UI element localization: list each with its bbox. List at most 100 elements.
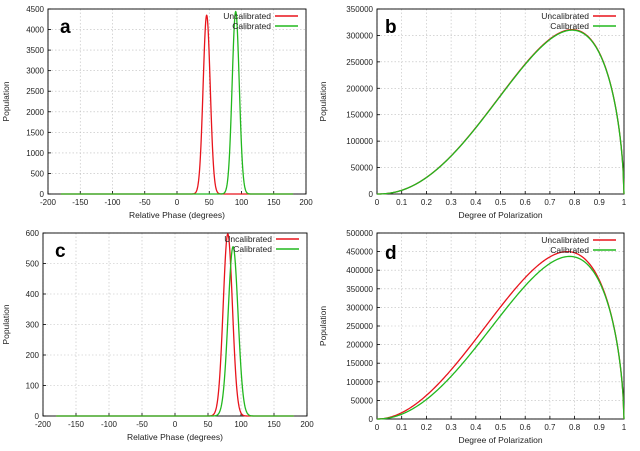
legend-label-uncalibrated: Uncalibrated — [223, 11, 271, 21]
x-tick-label: -150 — [72, 198, 89, 207]
y-tick-label: 250000 — [346, 322, 373, 331]
chart-panel-a: -200 -150 -100 -50 0 50 100 150 2000500100015002… — [1, 5, 313, 220]
legend-label-uncalibrated: Uncalibrated — [541, 11, 589, 21]
x-tick-label: -50 — [136, 420, 148, 429]
x-tick-label: 0.7 — [544, 423, 556, 432]
y-axis-label: Population — [1, 304, 11, 344]
x-tick-label: 50 — [204, 420, 213, 429]
legend-label-calibrated: Calibrated — [233, 244, 272, 254]
x-tick-label: 150 — [267, 198, 281, 207]
x-tick-label: -50 — [139, 198, 151, 207]
panel-letter: d — [385, 243, 397, 264]
x-tick-label: 0 — [375, 423, 380, 432]
legend-label-uncalibrated: Uncalibrated — [541, 235, 589, 245]
x-tick-label: 100 — [235, 198, 249, 207]
series-line-calibrated — [377, 29, 625, 195]
y-tick-label: 4000 — [26, 26, 44, 35]
y-tick-label: 0 — [40, 190, 45, 199]
x-tick-label: 1 — [622, 198, 627, 207]
x-axis-label: Degree of Polarization — [458, 435, 542, 445]
y-tick-label: 200 — [26, 351, 40, 360]
x-tick-label: 0.4 — [470, 423, 482, 432]
y-tick-label: 300 — [26, 321, 40, 330]
y-tick-label: 100000 — [346, 137, 373, 146]
x-axis-label: Relative Phase (degrees) — [127, 432, 223, 442]
x-tick-label: -100 — [101, 420, 118, 429]
x-tick-label: 0.3 — [446, 198, 458, 207]
legend-label-calibrated: Calibrated — [232, 21, 271, 31]
chart-panel-c: -200 -150 -100 -50 0 50 100 150 200 0 100 200 300 400… — [1, 229, 314, 442]
y-tick-label: 250000 — [346, 58, 373, 67]
y-tick-label: 300000 — [346, 31, 373, 40]
x-tick-label: 0 — [175, 198, 180, 207]
chart-panel-b: 0 0.1 0.2 0.3 0.4 0.5 0.6 0.7 0.8 0.9 1 0 50000 10000… — [318, 5, 627, 220]
plot-frame — [376, 232, 625, 420]
x-tick-label: 100 — [234, 420, 248, 429]
x-tick-label: 0.9 — [594, 423, 606, 432]
y-tick-label: 150000 — [346, 359, 373, 368]
x-tick-label: 0 — [375, 198, 380, 207]
y-tick-label: 350000 — [346, 5, 373, 14]
y-tick-label: 200000 — [346, 84, 373, 93]
x-tick-label: 0.6 — [520, 423, 532, 432]
panel-letter: b — [385, 17, 397, 38]
y-tick-label: 600 — [26, 229, 40, 238]
x-tick-label: 1 — [622, 423, 627, 432]
y-axis-label: Population — [318, 306, 328, 346]
x-tick-label: 0.4 — [470, 198, 482, 207]
y-tick-label: 2000 — [26, 108, 44, 117]
y-tick-label: 150000 — [346, 111, 373, 120]
x-tick-label: 0.6 — [520, 198, 532, 207]
legend-label-calibrated: Calibrated — [550, 21, 589, 31]
y-tick-label: 2500 — [26, 87, 44, 96]
x-tick-label: 0.1 — [396, 198, 408, 207]
y-axis-label: Population — [318, 81, 328, 121]
y-tick-label: 0 — [369, 190, 374, 199]
x-tick-label: -100 — [104, 198, 121, 207]
x-tick-label: 0.5 — [495, 198, 507, 207]
x-tick-label: 0.2 — [421, 423, 433, 432]
y-tick-label: 200000 — [346, 341, 373, 350]
x-tick-label: 50 — [205, 198, 214, 207]
y-tick-label: 500000 — [346, 229, 373, 238]
y-tick-label: 500 — [26, 260, 40, 269]
x-tick-label: 0.3 — [446, 423, 458, 432]
y-tick-label: 0 — [369, 415, 374, 424]
plot-frame — [376, 8, 625, 195]
series-line-calibrated — [60, 10, 294, 195]
y-tick-label: 400000 — [346, 266, 373, 275]
y-tick-label: 3500 — [26, 46, 44, 55]
y-tick-label: 4500 — [26, 5, 44, 14]
y-tick-label: 300000 — [346, 303, 373, 312]
y-tick-label: 1500 — [26, 128, 44, 137]
x-tick-label: 0.5 — [495, 423, 507, 432]
x-tick-label: 0 — [173, 420, 178, 429]
y-tick-label: 100 — [26, 382, 40, 391]
y-tick-label: 450000 — [346, 248, 373, 257]
legend-label-uncalibrated: Uncalibrated — [224, 234, 272, 244]
x-tick-label: 0.9 — [594, 198, 606, 207]
y-tick-label: 1000 — [26, 149, 44, 158]
y-tick-label: 350000 — [346, 285, 373, 294]
x-tick-label: 0.1 — [396, 423, 408, 432]
x-tick-label: 150 — [267, 420, 281, 429]
series-line-calibrated — [55, 246, 295, 417]
x-tick-label: 0.2 — [421, 198, 433, 207]
y-tick-label: 50000 — [351, 396, 374, 405]
y-tick-label: 400 — [26, 290, 40, 299]
x-axis-label: Relative Phase (degrees) — [129, 210, 225, 220]
x-tick-label: 200 — [300, 420, 314, 429]
x-tick-label: 200 — [299, 198, 313, 207]
x-tick-label: 0.8 — [569, 198, 581, 207]
y-tick-label: 50000 — [351, 164, 374, 173]
x-tick-label: -200 — [35, 420, 52, 429]
x-tick-label: -150 — [68, 420, 85, 429]
legend-label-calibrated: Calibrated — [550, 245, 589, 255]
series-line-calibrated — [376, 255, 625, 420]
x-axis-label: Degree of Polarization — [458, 210, 542, 220]
y-tick-label: 0 — [35, 412, 40, 421]
y-axis-label: Population — [1, 81, 11, 121]
x-tick-label: 0.7 — [544, 198, 556, 207]
x-tick-label: 0.8 — [569, 423, 581, 432]
